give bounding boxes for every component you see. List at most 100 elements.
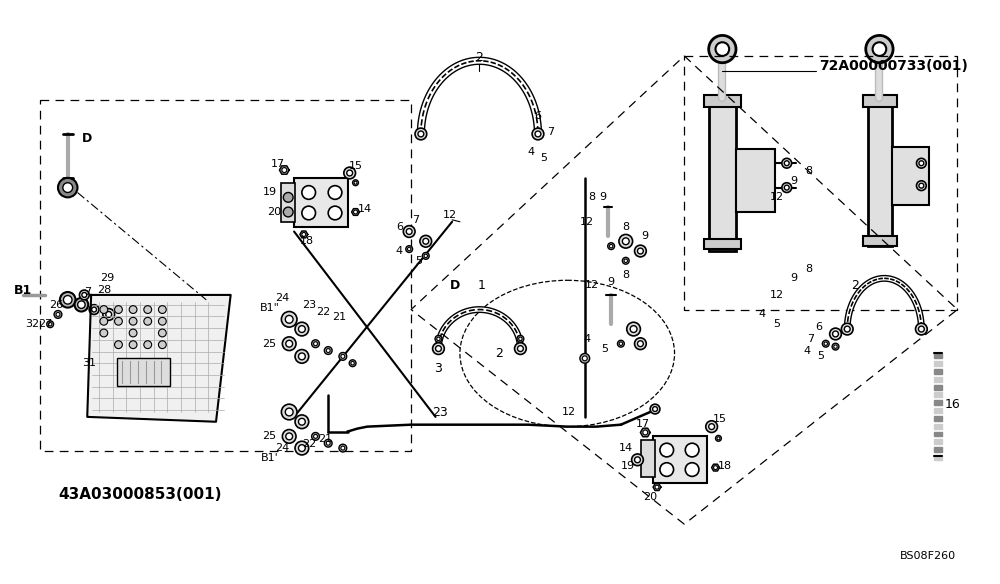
Circle shape (403, 225, 415, 237)
Circle shape (100, 305, 108, 314)
Circle shape (619, 234, 633, 248)
Circle shape (844, 326, 850, 332)
Circle shape (630, 326, 637, 332)
Circle shape (709, 36, 736, 62)
Text: 5: 5 (601, 343, 608, 353)
Text: 8: 8 (806, 263, 813, 273)
Circle shape (314, 342, 317, 346)
Bar (863, 95, 897, 107)
Circle shape (324, 439, 332, 447)
Circle shape (56, 312, 60, 317)
Text: 43A03000853(001): 43A03000853(001) (58, 488, 222, 502)
Text: 12: 12 (443, 210, 457, 220)
Circle shape (295, 415, 309, 429)
Circle shape (830, 328, 841, 340)
Circle shape (106, 311, 112, 317)
Text: 8: 8 (622, 270, 629, 280)
Text: D: D (450, 279, 460, 291)
Circle shape (643, 430, 648, 435)
Circle shape (354, 181, 357, 184)
Text: 21: 21 (332, 312, 346, 322)
Circle shape (339, 353, 347, 360)
Circle shape (406, 246, 413, 252)
Circle shape (129, 341, 137, 349)
Circle shape (841, 323, 853, 335)
Text: 9: 9 (608, 277, 615, 287)
Polygon shape (934, 369, 942, 374)
Circle shape (158, 329, 166, 337)
Circle shape (347, 170, 353, 176)
Circle shape (281, 311, 297, 327)
Circle shape (295, 322, 309, 336)
Circle shape (519, 337, 522, 340)
Bar (294, 178, 348, 227)
Circle shape (89, 305, 99, 314)
Circle shape (650, 404, 660, 414)
Circle shape (437, 337, 440, 340)
Circle shape (435, 335, 442, 342)
Text: 4: 4 (396, 246, 403, 256)
Text: 7: 7 (808, 334, 815, 344)
Circle shape (129, 317, 137, 325)
Circle shape (637, 341, 643, 347)
Text: 12: 12 (770, 192, 784, 203)
Circle shape (326, 442, 330, 445)
Text: 8: 8 (622, 222, 629, 232)
Text: 12: 12 (770, 290, 784, 300)
Polygon shape (934, 408, 942, 413)
Circle shape (784, 185, 789, 190)
Circle shape (283, 193, 293, 202)
Circle shape (582, 356, 587, 361)
Circle shape (129, 329, 137, 337)
Bar (641, 440, 655, 477)
Circle shape (115, 341, 122, 349)
Text: 12: 12 (585, 280, 599, 290)
Circle shape (627, 322, 640, 336)
Polygon shape (934, 392, 942, 397)
Text: 19: 19 (621, 461, 635, 471)
Circle shape (129, 305, 137, 314)
Circle shape (532, 128, 544, 140)
Circle shape (282, 168, 287, 172)
Circle shape (635, 457, 640, 463)
Polygon shape (934, 416, 942, 421)
Circle shape (302, 232, 306, 237)
Bar (868, 100, 892, 246)
Text: 26: 26 (49, 300, 63, 310)
Circle shape (286, 340, 293, 347)
Text: BS08F260: BS08F260 (900, 551, 956, 561)
Text: 5: 5 (415, 256, 422, 266)
Circle shape (423, 238, 429, 244)
Circle shape (115, 317, 122, 325)
Text: 4: 4 (528, 147, 535, 157)
Circle shape (302, 206, 316, 220)
Circle shape (282, 430, 296, 443)
Circle shape (784, 161, 789, 166)
Text: 23: 23 (303, 300, 317, 310)
Circle shape (295, 350, 309, 363)
Polygon shape (87, 295, 231, 422)
Circle shape (100, 329, 108, 337)
Circle shape (286, 433, 293, 440)
Circle shape (354, 210, 357, 214)
Circle shape (866, 36, 893, 62)
Circle shape (78, 301, 85, 308)
Circle shape (54, 311, 62, 318)
Circle shape (60, 292, 76, 308)
Text: 12: 12 (562, 407, 576, 417)
Circle shape (824, 342, 827, 345)
Bar (281, 183, 295, 222)
Circle shape (326, 349, 330, 353)
Text: 9: 9 (790, 176, 797, 186)
Bar (709, 100, 736, 251)
Circle shape (282, 337, 296, 350)
Circle shape (653, 406, 657, 412)
Text: 32: 32 (26, 319, 40, 329)
Circle shape (660, 443, 674, 457)
Circle shape (637, 248, 643, 254)
Text: 18: 18 (718, 461, 732, 471)
Text: B1": B1" (260, 303, 280, 312)
Text: 5: 5 (773, 319, 780, 329)
Text: 8: 8 (806, 166, 813, 176)
Circle shape (873, 42, 886, 56)
